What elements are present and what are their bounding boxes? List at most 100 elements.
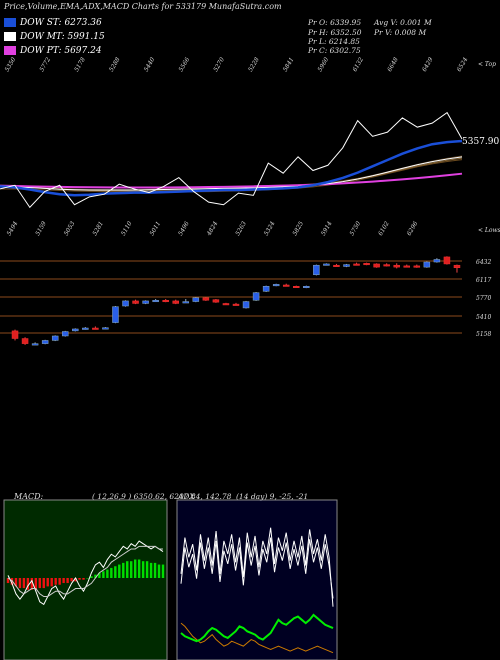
adx-label: ADX — [178, 492, 195, 501]
macd-histogram-bar — [42, 578, 45, 589]
ema-line-st — [0, 139, 463, 197]
candle-body — [82, 327, 89, 330]
price-axis-label: 5770 — [476, 295, 491, 302]
macd-histogram-bar — [50, 578, 53, 587]
candle-body — [182, 301, 190, 304]
low-label: 5494 — [6, 220, 20, 237]
macd-histogram-bar — [157, 564, 161, 578]
candle-body — [192, 297, 200, 302]
legend-label: DOW PT: 5697.24 — [20, 46, 102, 56]
candle-body — [212, 299, 220, 303]
macd-histogram-bar — [133, 559, 137, 578]
legend-swatch-mt — [4, 32, 16, 41]
legend-dow-st: DOW ST: 6273.36 — [4, 18, 102, 28]
macd-histogram-bar — [30, 578, 34, 590]
macd-histogram-bar — [46, 578, 49, 587]
legend-dow-pt: DOW PT: 5697.24 — [4, 46, 102, 56]
price-axis-label: 5410 — [476, 314, 491, 321]
candle-body — [343, 264, 350, 267]
lows-edge-label: < Lows — [478, 227, 500, 234]
adx-panel — [176, 499, 338, 660]
macd-histogram-bar — [66, 578, 69, 584]
candle-body — [132, 300, 139, 304]
low-label: 5053 — [63, 220, 77, 237]
macd-histogram-bar — [161, 564, 165, 578]
candle-body — [453, 264, 461, 269]
low-label: 5281 — [91, 220, 105, 237]
macd-histogram-bar — [74, 578, 77, 582]
top-label: 5228 — [247, 56, 261, 73]
macd-histogram-bar — [153, 562, 157, 578]
candle-body — [443, 256, 451, 265]
top-label: 6524 — [456, 56, 470, 73]
low-label: 5496 — [177, 220, 191, 237]
candle-body — [72, 328, 79, 332]
candle-body — [102, 327, 109, 330]
candle-body — [122, 300, 129, 307]
candle-body — [333, 264, 340, 267]
low-label: 5914 — [320, 220, 334, 237]
ema-line-mt — [0, 156, 463, 191]
candle-body — [31, 343, 39, 346]
chart-title: Price,Volume,EMA,ADX,MACD Charts for 533… — [4, 2, 282, 11]
macd-histogram-bar — [58, 578, 61, 585]
macd-histogram-bar — [94, 574, 97, 578]
candle-body — [242, 301, 250, 309]
adx-values: (14 day) 9, -25, -21 — [236, 492, 309, 501]
adx-minus-di-line — [180, 537, 334, 599]
top-label: 5960 — [317, 56, 331, 73]
top-label: 5566 — [178, 56, 192, 73]
top-label: 5440 — [143, 56, 157, 73]
top-label: 5772 — [38, 56, 52, 73]
macd-histogram-bar — [82, 578, 85, 580]
candle-body — [61, 331, 69, 337]
top-label: 5288 — [108, 56, 122, 73]
macd-histogram-bar — [62, 578, 65, 584]
candle-body — [232, 303, 240, 306]
adx-plus-di-line — [180, 527, 334, 607]
low-label: 5750 — [349, 220, 363, 237]
candle-body — [383, 264, 390, 267]
macd-histogram-bar — [118, 564, 121, 578]
top-label: 5350 — [4, 56, 18, 73]
candle-body — [112, 306, 119, 323]
macd-histogram-bar — [102, 571, 105, 578]
candle-body — [252, 292, 260, 301]
candle-body — [152, 300, 159, 303]
low-label: 5011 — [149, 220, 163, 237]
info-avg-volume: Avg V: 0.001 M — [374, 18, 432, 27]
low-label: 6296 — [406, 220, 420, 237]
macd-histogram-bar — [114, 566, 117, 578]
candle-body — [11, 330, 19, 339]
low-label: 6102 — [377, 220, 391, 237]
candle-body — [353, 263, 360, 266]
candle-body — [41, 340, 49, 344]
top-edge-label: < Top — [478, 61, 496, 68]
macd-histogram-bar — [78, 578, 81, 580]
macd-histogram-bar — [18, 578, 22, 589]
macd-histogram-bar — [145, 561, 149, 578]
candle-body — [313, 264, 320, 276]
macd-histogram-bar — [34, 578, 38, 590]
info-price-volume: Pr V: 0.008 M — [374, 28, 427, 37]
candle-body — [272, 284, 280, 287]
low-label: 5263 — [234, 220, 248, 237]
price-axis-label: 5158 — [476, 331, 491, 338]
top-label: 6429 — [421, 56, 435, 73]
candle-body — [373, 263, 380, 268]
low-label: 5324 — [263, 220, 277, 237]
price-axis-label: 6117 — [476, 277, 491, 284]
candle-body — [202, 297, 210, 301]
candle-body — [423, 261, 431, 268]
low-label: 4824 — [205, 220, 219, 238]
price-axis-label: 6432 — [476, 259, 491, 266]
candle-body — [403, 265, 411, 268]
legend-dow-mt: DOW MT: 5991.15 — [4, 32, 105, 42]
macd-label: MACD: — [14, 492, 44, 501]
macd-histogram-bar — [110, 567, 113, 578]
macd-histogram-bar — [6, 578, 10, 584]
ema-value-label: 5357.90 — [462, 137, 499, 147]
candle-body — [51, 335, 59, 341]
candle-body — [293, 286, 300, 288]
